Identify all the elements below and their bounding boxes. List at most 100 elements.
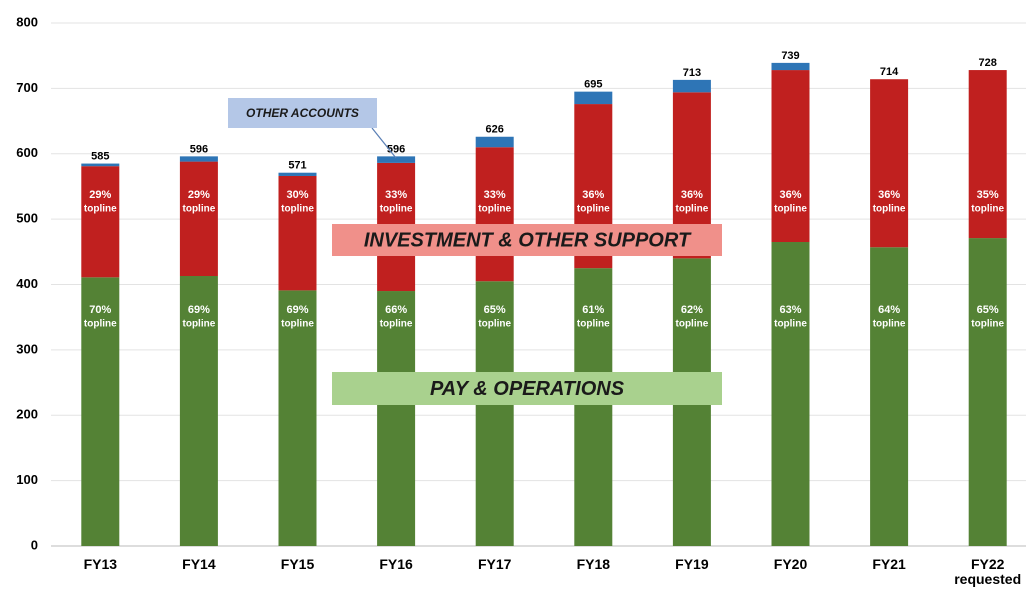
total-label: 739 [781, 50, 799, 62]
segment-label-suffix: topline [971, 204, 1004, 215]
total-label: 571 [288, 160, 306, 172]
x-tick-label: FY18 [576, 556, 611, 572]
callout-label: OTHER ACCOUNTS [246, 106, 359, 120]
bar-segment [278, 175, 317, 291]
segment-label-suffix: topline [774, 319, 807, 330]
bar-segment [475, 136, 514, 148]
segment-label-suffix: topline [971, 319, 1004, 330]
bar-segment [81, 277, 120, 546]
segment-label: 35% [977, 189, 999, 201]
bar-segment [968, 70, 1007, 239]
x-tick-label: FY14 [182, 556, 216, 572]
segment-label: 63% [779, 304, 801, 316]
total-label: 728 [979, 57, 997, 69]
segment-label: 30% [286, 189, 308, 201]
x-tick-label: FY17 [477, 556, 512, 572]
x-tick-label: FY16 [379, 556, 413, 572]
segment-label: 65% [484, 304, 506, 316]
callout-label: INVESTMENT & OTHER SUPPORT [364, 229, 692, 251]
bar-segment [81, 166, 120, 278]
x-tick-label: FY21 [872, 556, 906, 572]
bar-segment [475, 281, 514, 546]
bar-segment [771, 242, 810, 546]
segment-label-suffix: topline [84, 319, 117, 330]
total-label: 713 [683, 67, 701, 79]
segment-label-suffix: topline [380, 204, 413, 215]
total-label: 714 [880, 66, 899, 78]
bar-segment [179, 276, 218, 546]
x-tick-label: FY19 [675, 556, 709, 572]
segment-label-suffix: topline [873, 319, 906, 330]
x-tick-label: FY15 [280, 556, 315, 572]
x-tick-label: FY13 [83, 556, 118, 572]
callout-box [228, 98, 377, 128]
bar-segment [771, 62, 810, 71]
total-label: 596 [190, 143, 208, 155]
segment-label: 64% [878, 304, 900, 316]
segment-label-suffix: topline [676, 319, 709, 330]
y-tick-label: 400 [16, 276, 38, 291]
bar-segment [968, 238, 1007, 547]
segment-label-suffix: topline [84, 204, 117, 215]
segment-label: 29% [188, 189, 210, 201]
bar-segment [574, 91, 613, 105]
segment-label-suffix: topline [774, 204, 807, 215]
bar-segment [179, 156, 218, 162]
segment-label: 69% [188, 304, 210, 316]
bar-segment [278, 290, 317, 546]
y-tick-label: 0 [31, 537, 38, 552]
segment-label-suffix: topline [478, 204, 511, 215]
bar-segment [475, 147, 514, 282]
segment-label: 36% [779, 189, 801, 201]
segment-label: 29% [89, 189, 111, 201]
y-tick-label: 800 [16, 14, 38, 29]
x-tick-label: FY22 requested [954, 556, 1022, 587]
callout-box [332, 224, 722, 256]
bar-segment [870, 79, 909, 248]
y-tick-label: 600 [16, 145, 38, 160]
y-tick-label: 700 [16, 80, 38, 95]
callout-label: PAY & OPERATIONS [430, 378, 625, 400]
bar-segment [377, 156, 416, 163]
segment-label-suffix: topline [577, 319, 610, 330]
segment-label: 36% [582, 189, 604, 201]
segment-label-suffix: topline [676, 204, 709, 215]
bar-segment [672, 79, 711, 93]
bar-segment [771, 70, 810, 243]
segment-label-suffix: topline [183, 319, 216, 330]
bar-segment [574, 268, 613, 546]
segment-label-suffix: topline [183, 204, 216, 215]
y-tick-label: 500 [16, 211, 38, 226]
bar-segment [377, 291, 416, 546]
callout-leader [371, 127, 397, 159]
segment-label: 33% [484, 189, 506, 201]
segment-label: 36% [681, 189, 703, 201]
bar-segment [278, 172, 317, 176]
segment-label: 61% [582, 304, 604, 316]
total-label: 695 [584, 79, 602, 91]
segment-label-suffix: topline [478, 319, 511, 330]
segment-label-suffix: topline [380, 319, 413, 330]
bar-segment [81, 163, 120, 167]
segment-label: 33% [385, 189, 407, 201]
bar-segment [179, 161, 218, 277]
segment-label: 69% [286, 304, 308, 316]
segment-label: 65% [977, 304, 999, 316]
segment-label: 62% [681, 304, 703, 316]
total-label: 585 [91, 150, 109, 162]
y-tick-label: 300 [16, 341, 38, 356]
segment-label-suffix: topline [873, 204, 906, 215]
segment-label: 66% [385, 304, 407, 316]
total-label: 626 [486, 124, 504, 136]
y-tick-label: 200 [16, 407, 38, 422]
x-tick-label: FY20 [773, 556, 808, 572]
callout-box [332, 372, 722, 405]
bar-segment [870, 247, 909, 546]
segment-label: 36% [878, 189, 900, 201]
y-tick-label: 100 [16, 472, 38, 487]
segment-label-suffix: topline [281, 204, 314, 215]
segment-label: 70% [89, 304, 111, 316]
segment-label-suffix: topline [281, 319, 314, 330]
